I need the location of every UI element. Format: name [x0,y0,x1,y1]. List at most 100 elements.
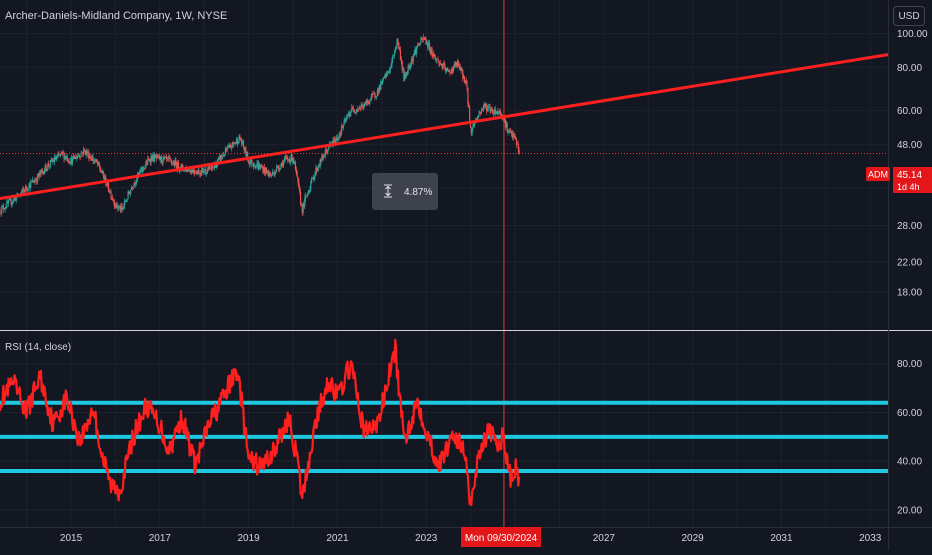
candle-body [347,114,349,116]
candle-body [94,160,96,162]
candle-body [346,115,349,118]
candle-body [27,189,29,191]
candle-body [110,191,112,198]
candle-body [389,66,391,72]
candle-body [452,68,454,72]
candle-body [333,139,335,141]
candle-body [241,141,244,144]
candle-body [370,94,373,100]
candle-body [491,109,493,111]
candle-body [224,148,227,156]
candle-body [32,180,34,183]
candle-body [313,176,315,181]
candle-body [427,43,429,48]
candle-body [10,198,12,205]
candle-body [436,58,438,60]
candle-body [43,171,45,175]
candle-body [83,149,86,151]
time-axis[interactable]: 2015 2017 2019 2021 2023 2027 2029 2031 2033 [60,533,882,544]
candle-body [129,193,131,195]
measure-tooltip[interactable]: 4.87% [372,173,438,210]
candle-body [262,167,264,173]
candle-body [30,181,32,188]
candle-body [381,81,383,85]
candle-body [415,49,417,54]
candle-body [301,205,303,213]
candle-body [95,159,97,161]
trendline[interactable] [0,53,889,200]
candle-body [246,152,248,156]
candle-body [77,156,79,158]
candle-body [405,72,408,77]
candle-body [156,155,158,159]
candle-body [358,109,360,111]
candle-body [288,159,290,161]
candle-body [200,169,203,176]
candle-body [98,161,100,166]
time-tick-label: 2029 [682,533,705,544]
candle-body [241,140,243,144]
candle-body [511,133,513,138]
candle-body [21,188,23,193]
measure-value: 4.87% [404,187,432,198]
candle-body [223,155,225,156]
candle-body [70,158,72,164]
candle-body [472,124,474,129]
candle-body [445,67,448,72]
price-tick-label: 28.00 [897,221,922,232]
trendline-segment [0,53,889,200]
candle-body [220,155,222,161]
candle-body [286,157,288,159]
candle-body [206,173,208,175]
candle-body [141,167,144,172]
candle-body [177,162,179,169]
candle-body [386,71,388,77]
candle-body [321,155,323,162]
candle-body [469,107,471,122]
candle-body [345,119,347,121]
candle-body [61,151,63,153]
candle-body [92,157,94,161]
candle-body [93,160,95,162]
candle-body [234,143,236,144]
candle-body [36,174,39,182]
time-tick-label: 2015 [60,533,83,544]
candle-body [120,206,122,211]
candle-body [227,147,229,149]
candle-body [242,141,244,147]
candle-body [424,39,426,41]
currency-button[interactable]: USD [893,6,925,26]
price-axis[interactable]: 100.0080.0060.0048.0036.0028.0022.0018.0… [897,29,928,298]
candle-body [258,164,260,169]
candle-body [476,117,478,120]
rsi-axis[interactable]: 80.00 60.00 40.00 20.00 [897,359,922,516]
candle-body [359,107,361,109]
candle-body [107,182,110,191]
candle-body [335,137,338,140]
candle-body [199,173,201,175]
candle-body [407,66,409,75]
candle-body [33,182,35,183]
candle-body [443,63,445,65]
candle-body [208,166,210,171]
price-tick-label: 80.00 [897,63,922,74]
candle-body [14,197,16,201]
candle-body [259,165,262,169]
rsi-level-lines[interactable] [0,400,888,473]
candle-body [334,139,336,145]
candle-body [404,73,406,81]
price-badge[interactable]: ADM 45.14 1d 4h [866,167,932,193]
candle-body [320,159,322,162]
candle-body [132,186,134,189]
candle-body [207,169,209,171]
candle-body [292,158,294,162]
candle-body [165,156,167,158]
candle-body [299,191,302,204]
candle-body [500,114,502,116]
candle-body [34,180,36,183]
candle-body [322,155,324,157]
candle-body [268,173,270,176]
candle-body [177,162,180,169]
